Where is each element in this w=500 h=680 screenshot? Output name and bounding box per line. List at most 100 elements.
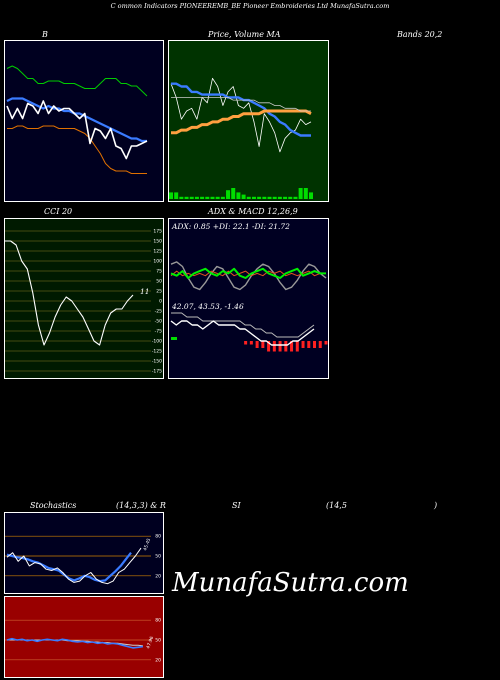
macd-histogram-start-bar [171, 337, 177, 340]
adx-macd-panel: ADX: 0.85 +DI: 22.1 -DI: 21.72 42.07, 43.… [168, 218, 329, 379]
macd-histogram-bar [295, 341, 299, 352]
stochastics-chart: 80 50 20 45.45 [5, 534, 161, 585]
bollinger-chart [6, 65, 148, 174]
macd-histogram-bar [244, 341, 248, 345]
macd-histogram-bar [284, 341, 288, 352]
volume-bar [267, 196, 272, 199]
bands-label: Bands 20,2 [397, 30, 443, 39]
macd-histogram-bar [324, 341, 328, 345]
rsi-line [6, 637, 144, 649]
cci-last-label: 11 [140, 287, 150, 296]
cci-tick-label: 175 [153, 229, 162, 235]
macd-histogram-bar [313, 341, 317, 348]
volume-bar [184, 196, 189, 199]
bollinger-price-line [6, 100, 148, 160]
price-volume-panel [168, 40, 329, 202]
volume-bar [200, 196, 205, 199]
macd-histogram-bar [318, 341, 322, 348]
bollinger-middle-line [6, 97, 147, 143]
rsi-tick-label: 20 [155, 657, 161, 663]
plus-di-line [170, 267, 326, 279]
volume-bar [189, 196, 194, 199]
macd-histogram-bar [272, 341, 276, 352]
volume-bar [179, 196, 184, 199]
volume-bar [309, 192, 313, 199]
stoch-d-line [6, 552, 132, 583]
stochastics-label: Stochastics [30, 501, 77, 510]
cci-tick-label: -25 [155, 309, 162, 315]
cci-tick-label: -150 [152, 359, 162, 365]
volume-bar [210, 196, 215, 199]
cci-tick-label: -50 [155, 319, 162, 325]
cci-tick-label: -125 [152, 349, 162, 355]
volume-bar [215, 196, 220, 199]
rsi-panel: 80 50 20 47.96 [4, 596, 164, 678]
chart-page-title: C ommon Indicators PIONEEREMB_BE Pioneer… [110, 2, 390, 10]
macd-histogram-bar [255, 341, 259, 348]
volume-bar [246, 196, 251, 199]
adx-macd-chart: ADX: 0.85 +DI: 22.1 -DI: 21.72 42.07, 43.… [170, 222, 328, 352]
macd-histogram-bar [261, 341, 265, 348]
cci-label: CCI 20 [44, 207, 73, 216]
cci-chart: 175 150 125 100 75 50 25 0 -25 -50 -75 -100 -125 -150… [5, 229, 162, 375]
cci-tick-label: 100 [153, 259, 162, 265]
stoch-params-label: (14,3,3) & R [116, 501, 166, 510]
stoch-tick-label: 50 [155, 554, 161, 560]
volume-bar [298, 188, 303, 199]
adx-macd-label: ADX & MACD 12,26,9 [208, 207, 298, 216]
macd-values-text: 42.07, 43.53, -1.46 [171, 302, 244, 311]
cci-tick-label: 75 [156, 269, 162, 275]
bollinger-lower-line [7, 125, 147, 174]
stoch-tick-label: 20 [155, 573, 161, 579]
bollinger-panel [4, 40, 164, 202]
cci-tick-label: 125 [153, 249, 162, 255]
volume-bar [174, 192, 179, 199]
volume-bar [241, 194, 246, 199]
adx-line [170, 261, 327, 291]
rsi-label: SI [232, 501, 241, 510]
cci-tick-label: 50 [156, 279, 162, 285]
adx-values-text: ADX: 0.85 +DI: 22.1 -DI: 21.72 [171, 222, 290, 231]
macd-histogram-bar [307, 341, 311, 348]
cci-line [5, 240, 134, 346]
rsi-value-label: 47.96 [145, 635, 155, 649]
cci-tick-label: 150 [153, 239, 162, 245]
price-volume-chart [169, 77, 313, 199]
rsi-tick-label: 80 [155, 618, 161, 624]
stoch-k-label: 45.45 [142, 537, 152, 551]
volume-bar [272, 196, 277, 199]
macd-histogram-bar [267, 341, 271, 352]
volume-bar [236, 192, 241, 199]
stoch-k-line [6, 547, 142, 585]
macd-histogram-bar [290, 341, 294, 352]
watermark: MunafaSutra.com [172, 568, 409, 598]
minus-di-line [170, 270, 326, 277]
cci-tick-label: 0 [159, 299, 162, 305]
volume-bar [220, 196, 225, 199]
volume-bar [251, 196, 256, 199]
price-volume-ma-label: Price, Volume MA [208, 30, 281, 39]
rsi-close-label: ) [434, 501, 438, 510]
bollinger-upper-line [6, 65, 148, 97]
bollinger-label: B [42, 30, 48, 39]
price-ma_blue-line [171, 82, 311, 137]
volume-bar [257, 196, 262, 199]
macd-histogram-bar [278, 341, 282, 352]
macd-line [170, 320, 315, 346]
cci-tick-label: 25 [156, 289, 162, 295]
volume-bar [231, 188, 236, 199]
macd-signal-line [171, 312, 315, 338]
volume-bar [303, 188, 308, 199]
volume-bar [283, 196, 288, 199]
volume-bar [205, 196, 210, 199]
cci-panel: 175 150 125 100 75 50 25 0 -25 -50 -75 -100 -125 -150… [4, 218, 164, 379]
macd-histogram-bar [249, 341, 253, 345]
macd-histogram-bar [301, 341, 305, 348]
volume-bar [169, 192, 173, 199]
stoch-tick-label: 80 [155, 534, 161, 540]
volume-bar [293, 196, 298, 199]
volume-bar [277, 196, 282, 199]
price-ma_orange-line [171, 109, 312, 135]
rsi-chart: 80 50 20 47.96 [5, 618, 161, 663]
volume-bar [194, 196, 199, 199]
